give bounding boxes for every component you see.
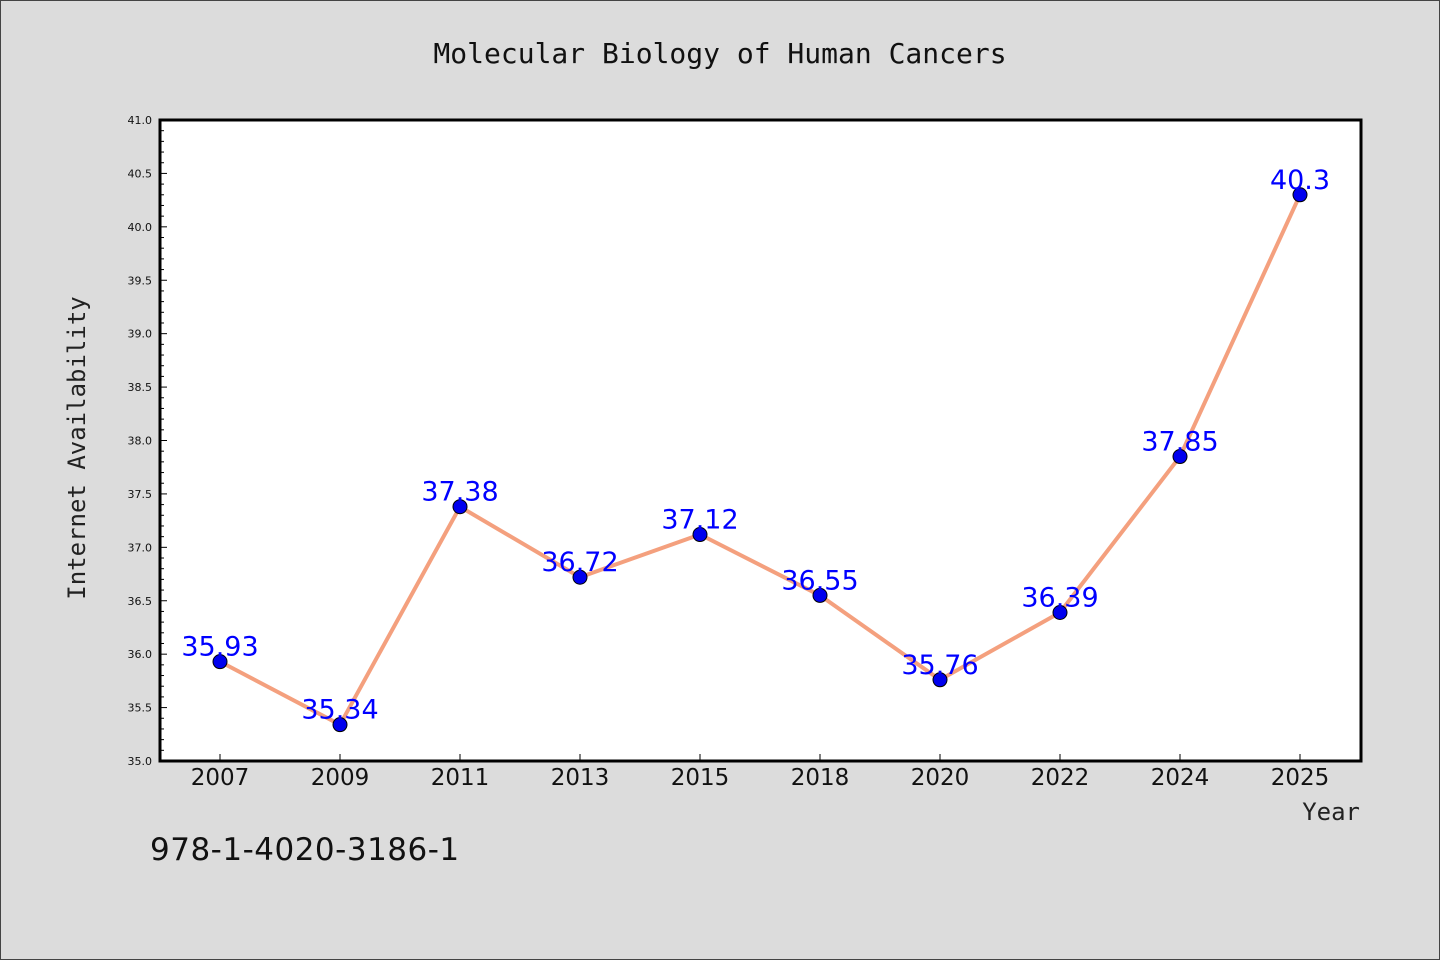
data-point — [1172, 449, 1188, 465]
x-tick-label: 2024 — [1151, 765, 1210, 791]
plot-frame — [158, 118, 1363, 763]
y-tick-label: 36.5 — [128, 595, 153, 608]
data-point — [692, 527, 708, 543]
series-line-group — [218, 192, 1302, 727]
y-tick-label: 38.0 — [128, 435, 153, 448]
data-label: 35.76 — [901, 650, 978, 681]
series-line — [218, 192, 1302, 727]
x-tick-label: 2018 — [791, 765, 850, 791]
x-tick-label: 2013 — [551, 765, 610, 791]
y-tick-label: 39.0 — [128, 328, 153, 341]
y-tick-label: 36.0 — [128, 648, 153, 661]
x-axis-label: Year — [1302, 798, 1360, 826]
data-label: 40.3 — [1270, 165, 1330, 196]
data-point — [332, 717, 348, 733]
y-axis-label: Internet Availability — [63, 296, 91, 599]
data-point — [932, 672, 948, 688]
data-label: 36.55 — [781, 565, 858, 596]
data-point — [212, 654, 228, 670]
chart-title: Molecular Biology of Human Cancers — [433, 37, 1006, 70]
plot-area — [160, 120, 1361, 761]
y-tick-label: 35.0 — [128, 755, 153, 768]
data-point — [452, 499, 468, 515]
x-axis-ticks: 2007 2009 2011 2013 2015 2018 2020 2022 2024 2025 — [191, 754, 1330, 791]
x-tick-label: 2025 — [1271, 765, 1330, 791]
y-tick-label: 40.5 — [128, 167, 153, 180]
x-tick-label: 2011 — [431, 765, 490, 791]
data-label: 35.93 — [181, 632, 258, 663]
data-point — [1052, 605, 1068, 621]
x-tick-label: 2007 — [191, 765, 250, 791]
data-point — [812, 587, 828, 603]
data-label: 37.85 — [1141, 427, 1218, 458]
y-tick-label: 41.0 — [128, 114, 153, 127]
data-markers — [212, 187, 1308, 733]
y-tick-label: 35.5 — [128, 702, 153, 715]
data-label: 37.12 — [661, 505, 738, 536]
data-label: 37.38 — [421, 477, 498, 508]
data-label: 35.34 — [301, 695, 378, 726]
y-tick-label: 40.0 — [128, 221, 153, 234]
isbn-text: 978-1-4020-3186-1 — [150, 832, 460, 868]
x-tick-label: 2009 — [311, 765, 370, 791]
x-tick-label: 2022 — [1031, 765, 1090, 791]
data-point — [572, 569, 588, 585]
data-label: 36.72 — [541, 547, 618, 578]
data-label: 36.39 — [1021, 583, 1098, 614]
data-point — [1292, 187, 1308, 203]
y-tick-label: 39.5 — [128, 274, 153, 287]
y-tick-label: 38.5 — [128, 381, 153, 394]
data-labels: 35.93 35.34 37.38 36.72 37.12 36.55 35.76 36.39… — [181, 165, 1330, 726]
x-tick-label: 2020 — [911, 765, 970, 791]
y-tick-label: 37.0 — [128, 541, 153, 554]
x-tick-label: 2015 — [671, 765, 730, 791]
y-tick-label: 37.5 — [128, 488, 153, 501]
